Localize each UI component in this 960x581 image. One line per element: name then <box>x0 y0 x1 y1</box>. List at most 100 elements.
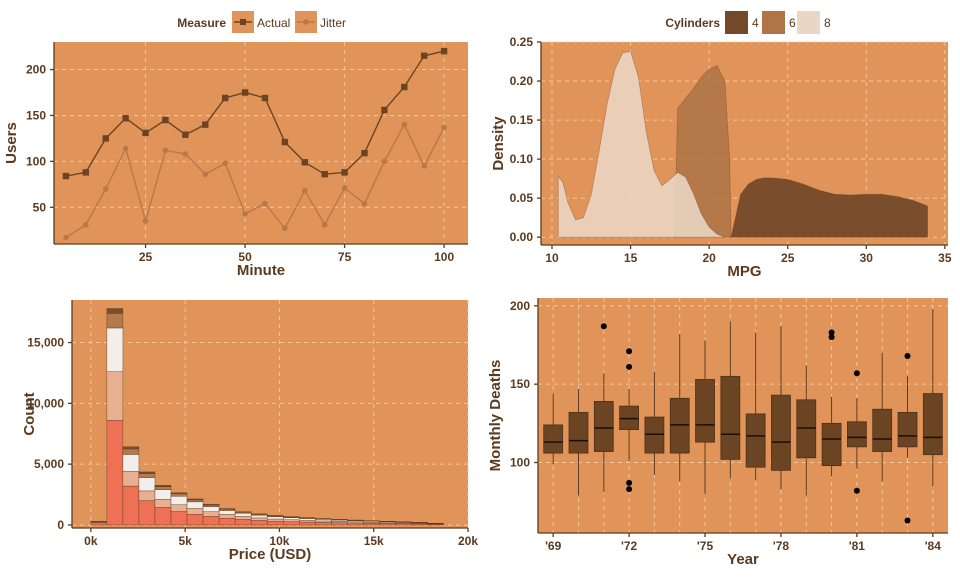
histogram-bar-segment <box>379 523 395 525</box>
histogram-bar-segment <box>107 328 123 372</box>
histogram-bar-segment <box>283 522 299 525</box>
data-point <box>321 171 327 177</box>
histogram-bar-segment <box>203 516 219 525</box>
box-iqr <box>746 414 765 467</box>
histogram-bar-segment <box>107 420 123 525</box>
x-tick-label: 30 <box>860 251 874 265</box>
box-iqr <box>670 398 689 453</box>
histogram-bar-segment <box>139 472 155 474</box>
y-tick-label: 150 <box>510 377 530 391</box>
data-point <box>421 163 427 169</box>
histogram-bar-segment <box>315 522 331 525</box>
histogram-bar-segment <box>203 504 219 505</box>
x-tick-label: '72 <box>621 539 638 553</box>
box-outlier <box>626 364 632 370</box>
histogram-bar-segment <box>155 487 171 490</box>
data-point <box>441 125 447 131</box>
legend-key <box>725 11 748 34</box>
histogram-bar-segment <box>171 496 187 505</box>
histogram-bar-segment <box>267 517 283 519</box>
histogram-bar-segment <box>171 505 187 512</box>
histogram-bar-segment <box>235 513 251 516</box>
data-point <box>63 235 69 241</box>
x-axis-title: Year <box>727 551 759 568</box>
histogram-bar-segment <box>251 518 267 521</box>
y-axis-title: Density <box>490 116 507 171</box>
box-outlier <box>601 323 607 329</box>
histogram-bar-segment <box>235 512 251 513</box>
histogram-bar-segment <box>107 313 123 328</box>
data-point <box>83 222 89 228</box>
histogram-bar-segment <box>187 500 203 502</box>
x-tick-label: '84 <box>925 539 942 553</box>
histogram-bar-segment <box>155 490 171 500</box>
legend-entry-label: 6 <box>789 16 796 30</box>
data-point <box>63 173 69 179</box>
x-tick-label: 15k <box>364 534 384 548</box>
histogram-bar-segment <box>139 501 155 525</box>
box-outlier <box>905 353 911 359</box>
legend-entry-label: Jitter <box>320 16 346 30</box>
box-outlier <box>829 334 835 340</box>
histogram-bar-segment <box>107 309 123 314</box>
y-tick-label: 0.20 <box>510 74 534 88</box>
histogram-bar-segment <box>235 519 251 524</box>
x-axis-title: Minute <box>237 262 285 279</box>
data-point <box>282 139 288 145</box>
histogram-bar-segment <box>171 494 187 496</box>
data-point <box>262 95 268 101</box>
x-tick-label: 5k <box>178 534 192 548</box>
box-iqr <box>645 417 664 453</box>
histogram-bar-segment <box>123 454 139 471</box>
data-point <box>83 169 89 175</box>
y-tick-label: 0.25 <box>510 35 534 49</box>
y-tick-label: 0.05 <box>510 191 534 205</box>
data-point <box>362 201 368 207</box>
data-point <box>163 148 169 154</box>
legend-title: Measure <box>177 16 226 30</box>
histogram-bar-segment <box>155 499 171 507</box>
histogram-bar-segment <box>91 523 107 525</box>
histogram-bar-segment <box>363 523 379 525</box>
histogram-bar-segment <box>315 521 331 522</box>
box-outlier <box>626 480 632 486</box>
histogram-bar-segment <box>235 516 251 519</box>
histogram-bar-segment <box>123 447 139 449</box>
histogram-bar-segment <box>187 509 203 515</box>
histogram-bar-segment <box>283 518 299 520</box>
y-tick-label: 0.10 <box>510 152 534 166</box>
data-point <box>122 115 128 121</box>
data-point <box>222 95 228 101</box>
data-point <box>341 169 347 175</box>
legend-title: Cylinders <box>665 16 720 30</box>
data-point <box>222 160 228 166</box>
y-axis-title: Users <box>3 122 20 164</box>
legend-entry-label: Actual <box>257 16 290 30</box>
histogram-bar-segment <box>123 471 139 486</box>
x-tick-label: 35 <box>938 251 952 265</box>
x-tick-label: 15 <box>624 251 638 265</box>
histogram-bar-segment <box>203 505 219 507</box>
box-outlier <box>905 517 911 523</box>
data-point <box>123 146 129 152</box>
data-point <box>302 159 308 165</box>
histogram-bar-segment <box>171 512 187 525</box>
legend-entry-label: 4 <box>752 16 759 30</box>
data-point <box>242 89 248 95</box>
x-tick-label: 10 <box>545 251 559 265</box>
y-tick-label: 5,000 <box>34 457 64 471</box>
box-iqr <box>544 425 563 453</box>
x-tick-label: '69 <box>545 539 562 553</box>
histogram-bar-segment <box>123 449 139 454</box>
histogram-bar-segment <box>315 519 331 521</box>
data-point <box>202 171 208 177</box>
histogram-bar-segment <box>331 523 347 525</box>
x-tick-label: '75 <box>697 539 714 553</box>
legend-key <box>762 11 785 34</box>
histogram-bar-segment <box>219 510 235 514</box>
histogram-bar-segment <box>347 523 363 525</box>
legend-key-marker <box>240 19 246 25</box>
